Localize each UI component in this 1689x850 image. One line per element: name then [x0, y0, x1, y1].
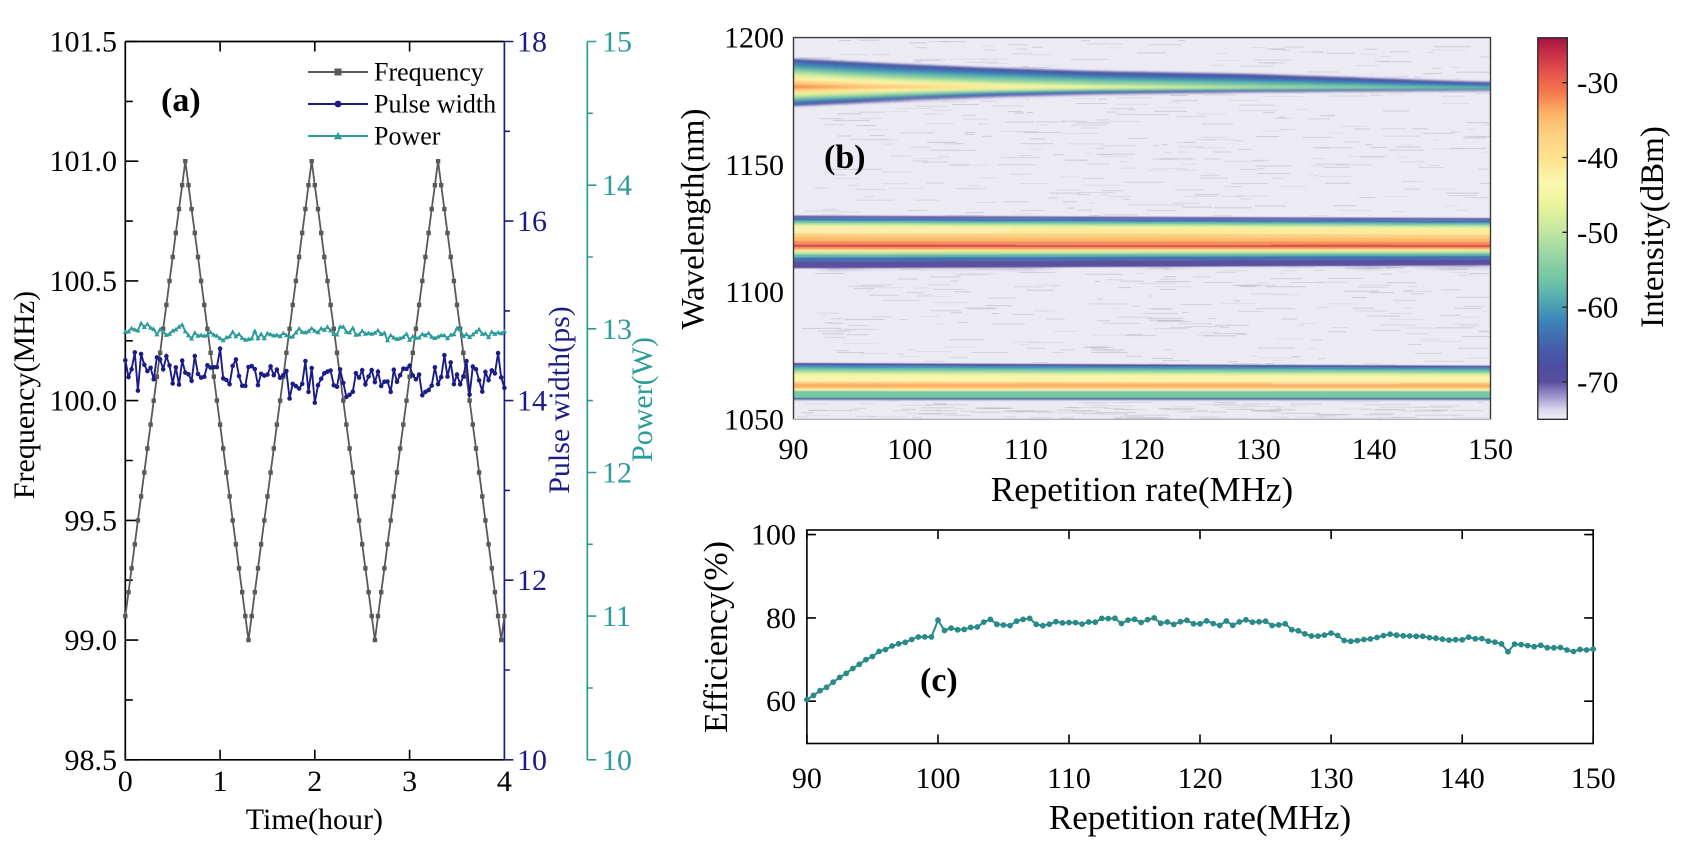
- svg-text:(a): (a): [161, 82, 201, 119]
- svg-text:10: 10: [602, 744, 632, 777]
- svg-text:12: 12: [517, 564, 547, 597]
- svg-text:130: 130: [1236, 433, 1281, 466]
- svg-text:(c): (c): [920, 662, 958, 699]
- svg-text:10: 10: [517, 744, 547, 777]
- svg-text:3: 3: [402, 765, 417, 798]
- svg-text:-50: -50: [1577, 215, 1618, 250]
- svg-text:-60: -60: [1577, 290, 1618, 325]
- svg-text:100: 100: [751, 519, 796, 552]
- svg-text:130: 130: [1309, 762, 1354, 795]
- svg-text:99.5: 99.5: [65, 504, 118, 537]
- svg-text:Wavelength(nm): Wavelength(nm): [676, 109, 712, 330]
- svg-text:Efficiency(%): Efficiency(%): [698, 541, 735, 733]
- svg-text:120: 120: [1178, 762, 1223, 795]
- svg-text:120: 120: [1120, 433, 1165, 466]
- svg-text:Repetition rate(MHz): Repetition rate(MHz): [1049, 798, 1351, 837]
- svg-text:Intensity(dBm): Intensity(dBm): [1635, 126, 1671, 328]
- svg-text:90: 90: [792, 762, 822, 795]
- svg-text:14: 14: [517, 385, 547, 418]
- svg-text:Frequency(MHz): Frequency(MHz): [8, 291, 41, 499]
- svg-text:1200: 1200: [724, 22, 784, 55]
- svg-text:1050: 1050: [724, 403, 784, 436]
- svg-text:13: 13: [602, 313, 632, 346]
- svg-text:80: 80: [766, 602, 796, 635]
- svg-text:100: 100: [916, 762, 961, 795]
- svg-text:12: 12: [602, 457, 632, 490]
- svg-text:1150: 1150: [725, 149, 784, 182]
- svg-text:100.0: 100.0: [50, 385, 118, 418]
- svg-text:2: 2: [307, 765, 322, 798]
- svg-text:Power(W): Power(W): [626, 337, 659, 462]
- svg-text:60: 60: [766, 685, 796, 718]
- svg-text:100.5: 100.5: [50, 265, 118, 298]
- svg-text:-70: -70: [1577, 364, 1618, 399]
- svg-text:110: 110: [1004, 433, 1048, 466]
- svg-text:101.0: 101.0: [50, 145, 118, 178]
- svg-text:Frequency: Frequency: [374, 58, 484, 87]
- svg-text:4: 4: [497, 765, 512, 798]
- svg-text:110: 110: [1047, 762, 1091, 795]
- svg-text:11: 11: [602, 600, 631, 633]
- svg-text:98.5: 98.5: [65, 744, 118, 777]
- svg-text:18: 18: [517, 26, 547, 59]
- svg-text:101.5: 101.5: [50, 26, 118, 59]
- svg-text:150: 150: [1571, 762, 1616, 795]
- svg-text:14: 14: [602, 169, 632, 202]
- svg-text:-30: -30: [1577, 65, 1618, 100]
- svg-text:100: 100: [887, 433, 932, 466]
- svg-text:15: 15: [602, 26, 632, 59]
- svg-text:Pulse width: Pulse width: [374, 90, 496, 119]
- svg-text:1: 1: [213, 765, 228, 798]
- svg-text:-40: -40: [1577, 140, 1618, 175]
- svg-text:Repetition rate(MHz): Repetition rate(MHz): [991, 470, 1293, 509]
- svg-text:0: 0: [118, 765, 133, 798]
- svg-text:16: 16: [517, 205, 547, 238]
- svg-text:99.0: 99.0: [65, 624, 118, 657]
- svg-text:140: 140: [1440, 762, 1485, 795]
- svg-text:Pulse width(ps): Pulse width(ps): [543, 306, 576, 494]
- svg-text:Time(hour): Time(hour): [246, 803, 383, 836]
- svg-text:150: 150: [1468, 433, 1513, 466]
- svg-text:1100: 1100: [725, 276, 784, 309]
- svg-text:(b): (b): [824, 139, 866, 176]
- svg-text:140: 140: [1352, 433, 1397, 466]
- svg-text:90: 90: [779, 433, 809, 466]
- svg-text:Power: Power: [374, 122, 441, 151]
